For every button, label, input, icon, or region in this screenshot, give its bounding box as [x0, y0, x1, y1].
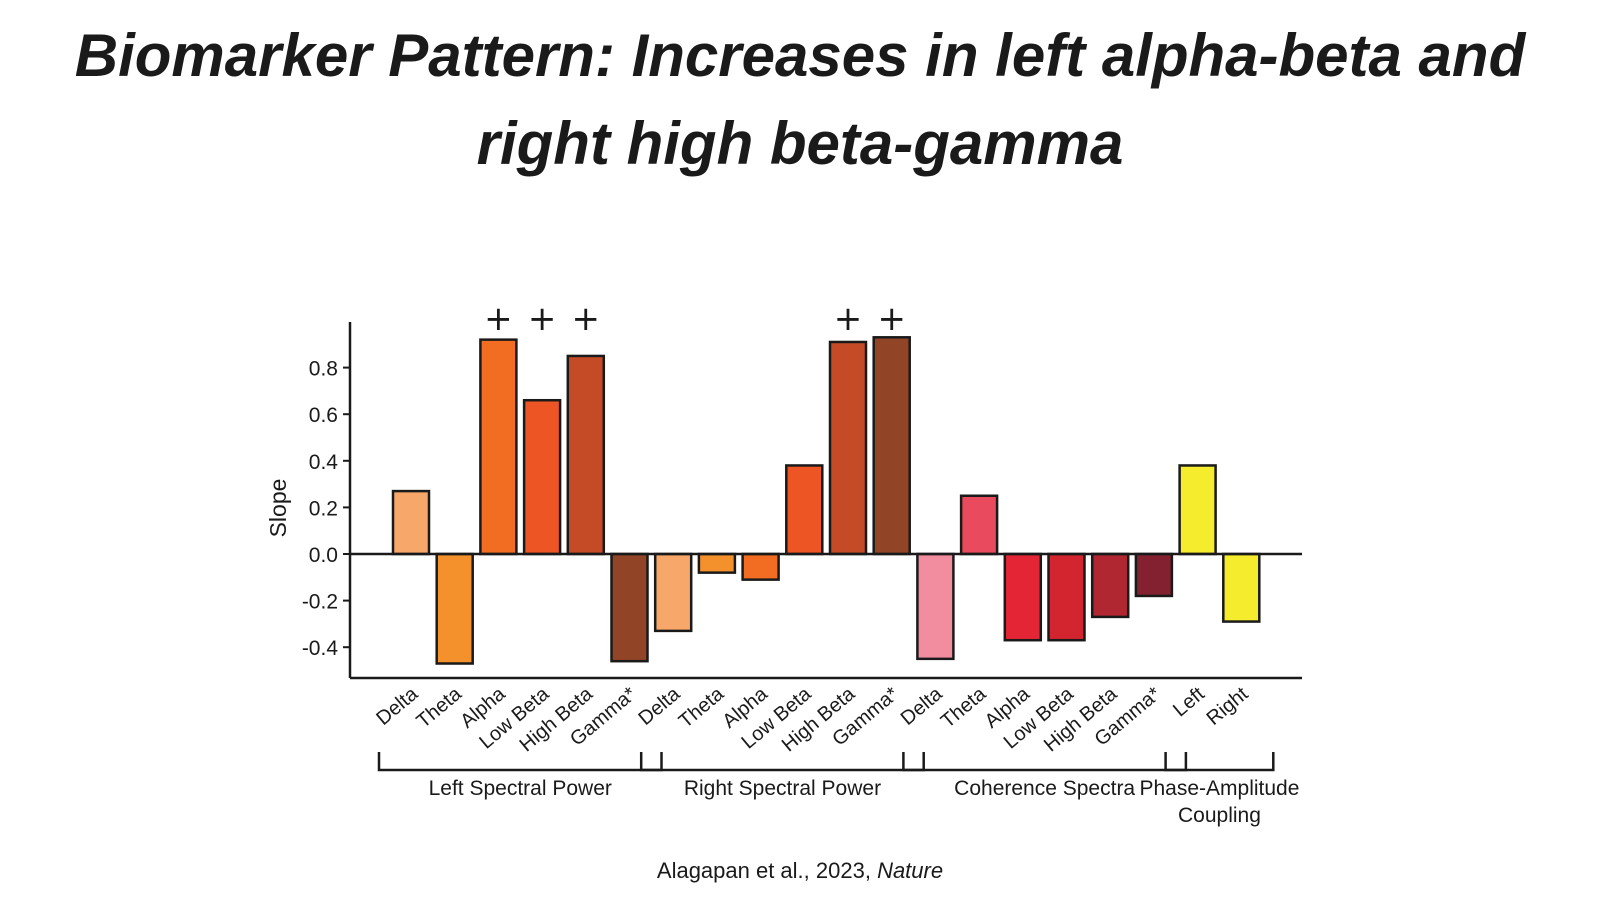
bar-right-spectral-power-delta — [653, 552, 693, 633]
bar-coherence-spectra-alpha — [1003, 552, 1043, 642]
bar-left-spectral-power-gamma- — [610, 552, 649, 663]
bar-left-spectral-power-high-beta — [566, 354, 606, 556]
citation: Alagapan et al., 2023, Nature — [0, 858, 1600, 884]
y-tick-label: -0.2 — [302, 591, 338, 614]
y-tick-label: 0.8 — [309, 358, 338, 381]
citation-journal: Nature — [877, 858, 944, 883]
y-tick-label: 0.4 — [309, 451, 339, 474]
x-tick-label: Left — [1169, 683, 1209, 722]
significance-marker: + — [834, 299, 863, 339]
y-tick-label: 0.0 — [309, 544, 338, 567]
significance-marker: + — [572, 299, 601, 339]
group-label: Coherence Spectra — [954, 777, 1135, 800]
bar-coherence-spectra-gamma- — [1134, 552, 1174, 598]
bar-right-spectral-power-gamma- — [872, 336, 911, 556]
slide-title-line-1: Biomarker Pattern: Increases in left alp… — [74, 22, 1526, 89]
bar-left-spectral-power-theta — [435, 552, 474, 665]
bar-coherence-spectra-theta — [959, 494, 999, 556]
x-tick-label: Theta — [413, 682, 467, 732]
significance-marker: + — [877, 299, 906, 339]
y-tick-label: 0.2 — [309, 497, 338, 520]
bar-coherence-spectra-high-beta — [1090, 552, 1130, 619]
x-tick-label: Delta — [634, 682, 685, 729]
bar-phase-amplitude-coupling-left — [1178, 464, 1217, 556]
group-bracket — [377, 752, 663, 772]
bar-left-spectral-power-delta — [391, 489, 431, 556]
x-tick-label: Delta — [372, 682, 423, 729]
group-bracket — [1164, 752, 1275, 772]
bar-right-spectral-power-high-beta — [828, 340, 868, 556]
bar-coherence-spectra-delta — [916, 552, 955, 661]
x-tick-label: Theta — [937, 682, 991, 732]
bar-left-spectral-power-low-beta — [522, 398, 562, 556]
y-axis-label: Slope — [265, 479, 291, 538]
bar-coherence-spectra-low-beta — [1047, 552, 1086, 642]
group-label: Right Spectral Power — [684, 777, 881, 800]
significance-marker: + — [484, 299, 513, 339]
group-bracket — [902, 752, 1188, 772]
bar-phase-amplitude-coupling-right — [1222, 552, 1261, 623]
citation-authors: Alagapan et al., 2023, — [656, 858, 878, 883]
group-label: Phase-Amplitude Coupling — [1139, 777, 1299, 827]
group-label: Left Spectral Power — [429, 777, 612, 800]
bar-right-spectral-power-theta — [697, 552, 737, 574]
y-tick-label: -0.4 — [302, 637, 339, 660]
bar-right-spectral-power-low-beta — [785, 464, 824, 556]
bar-left-spectral-power-alpha — [479, 338, 518, 556]
bar-right-spectral-power-alpha — [741, 552, 780, 581]
y-tick-label: 0.6 — [309, 404, 338, 427]
significance-marker: + — [528, 299, 557, 339]
group-bracket — [639, 752, 925, 772]
x-tick-label: Right — [1203, 683, 1253, 730]
x-tick-label: Theta — [675, 682, 729, 732]
x-tick-label: Delta — [897, 682, 948, 729]
slide-title: Biomarker Pattern: Increases in left alp… — [0, 12, 1600, 188]
slide-title-line-2: right high beta-gamma — [476, 110, 1124, 177]
